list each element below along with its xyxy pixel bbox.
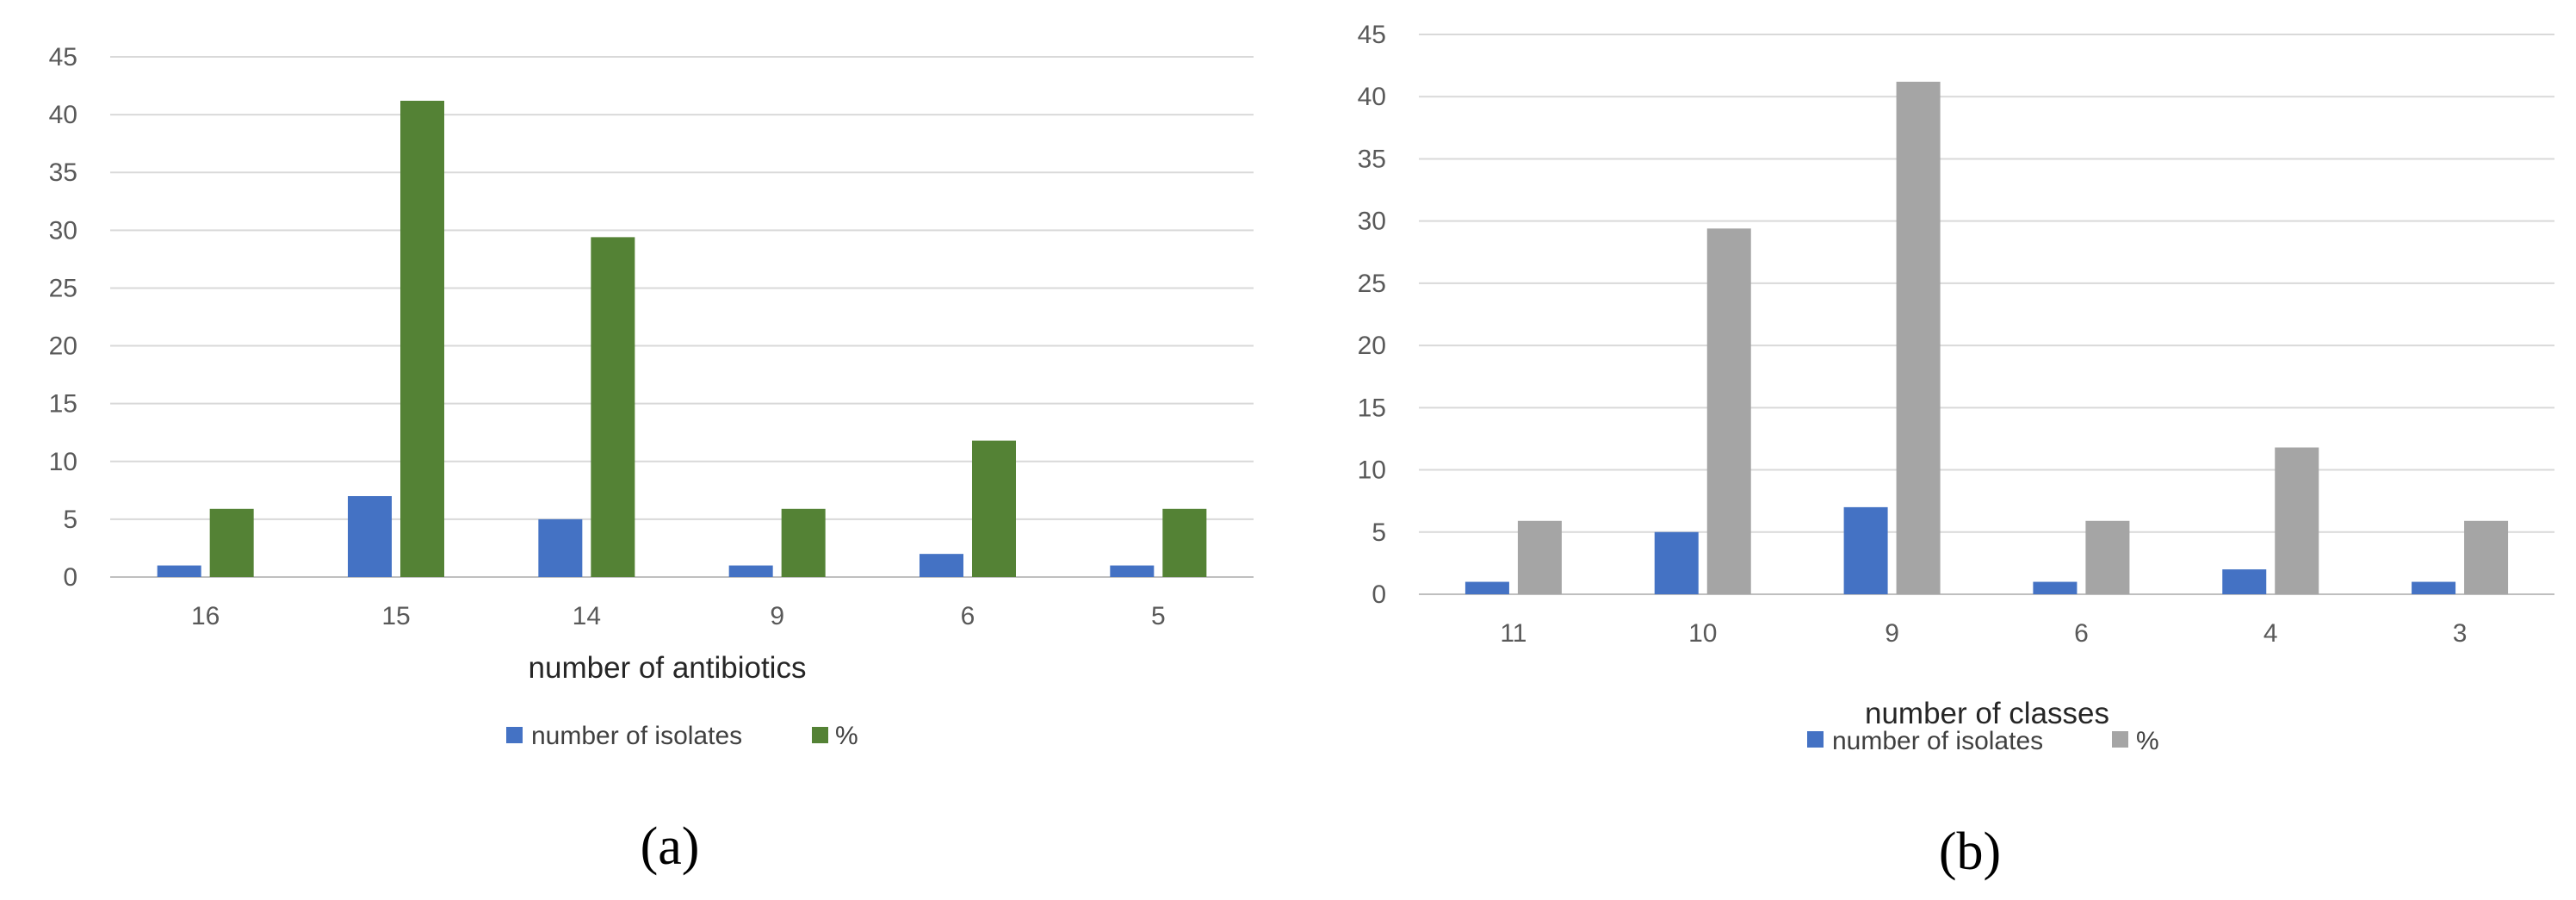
x-tick-label: 6: [2074, 619, 2089, 648]
chart-b-bars: [1464, 81, 2509, 594]
x-tick-label: 11: [1500, 619, 1526, 648]
chart-b-legend-swatch-percent: [2112, 731, 2128, 748]
chart-b-panel-label: (b): [1939, 822, 2001, 881]
chart-a-legend-label-isolates: number of isolates: [531, 722, 742, 750]
y-tick-label: 35: [1358, 145, 1386, 173]
y-tick-label: 25: [49, 274, 77, 302]
chart-a-gridlines: [110, 56, 1254, 578]
y-tick-label: 5: [1372, 518, 1386, 547]
bar-percent: [2085, 520, 2130, 594]
y-tick-label: 15: [49, 390, 77, 419]
y-tick-label: 10: [1358, 456, 1386, 485]
bar-isolates: [2412, 581, 2456, 594]
y-tick-label: 20: [49, 332, 77, 361]
bar-percent: [1162, 508, 1207, 577]
y-tick-label: 25: [1358, 270, 1386, 298]
y-tick-label: 10: [49, 448, 77, 476]
x-tick-label: 14: [573, 602, 601, 630]
chart-b-x-axis-title: number of classes: [1865, 697, 2109, 730]
chart-a-panel-label: (a): [641, 817, 700, 876]
chart-a-legend-swatch-percent: [812, 727, 828, 743]
bar-isolates: [1654, 531, 1699, 594]
chart-a: 0 5 10 15 20 25 30 35 40 45 16 15 14 9 6 5 number of a…: [49, 43, 1254, 876]
x-tick-label: 15: [381, 602, 410, 630]
bar-isolates: [538, 518, 583, 577]
y-tick-label: 20: [1358, 332, 1386, 360]
chart-b-legend-swatch-isolates: [1807, 731, 1824, 748]
chart-a-bars: [157, 101, 1207, 577]
bar-isolates: [728, 565, 773, 577]
y-tick-label: 15: [1358, 394, 1386, 422]
bar-isolates: [157, 565, 201, 577]
bar-percent: [1517, 520, 1562, 594]
x-tick-label: 6: [961, 602, 975, 630]
chart-b-y-ticks: 0 5 10 15 20 25 30 35 40 45: [1358, 21, 1386, 609]
y-tick-label: 0: [1372, 580, 1386, 609]
bar-percent: [400, 101, 444, 577]
bar-isolates: [920, 554, 963, 577]
x-tick-label: 10: [1688, 619, 1717, 648]
y-tick-label: 35: [49, 158, 77, 187]
bar-isolates: [1843, 506, 1888, 594]
bar-percent: [972, 440, 1016, 577]
bar-isolates: [1110, 565, 1155, 577]
y-tick-label: 0: [63, 563, 77, 592]
chart-b-legend: number of isolates %: [1807, 727, 2159, 755]
y-tick-label: 40: [1358, 83, 1386, 111]
chart-a-y-ticks: 0 5 10 15 20 25 30 35 40 45: [49, 43, 77, 592]
y-tick-label: 45: [1358, 21, 1386, 49]
x-tick-label: 3: [2453, 619, 2468, 648]
chart-b: 0 5 10 15 20 25 30 35 40 45 11 10 9 6 4 3 number of cl…: [1358, 21, 2554, 881]
y-tick-label: 40: [49, 101, 77, 129]
bar-isolates: [348, 496, 392, 577]
x-tick-label: 9: [770, 602, 784, 630]
bar-isolates: [2222, 569, 2267, 594]
y-tick-label: 30: [1358, 208, 1386, 236]
x-tick-label: 9: [1885, 619, 1899, 648]
bar-percent: [2464, 520, 2509, 594]
bar-percent: [781, 508, 826, 577]
chart-b-legend-label-isolates: number of isolates: [1832, 727, 2043, 755]
x-tick-label: 16: [191, 602, 220, 630]
chart-a-x-axis-title: number of antibiotics: [529, 651, 807, 685]
bar-percent: [1706, 228, 1751, 594]
bar-percent: [1896, 81, 1941, 594]
y-tick-label: 45: [49, 43, 77, 71]
chart-b-gridlines: [1419, 34, 2554, 595]
chart-b-legend-label-percent: %: [2136, 727, 2159, 755]
chart-a-legend-label-percent: %: [835, 722, 858, 750]
chart-a-x-ticks: 16 15 14 9 6 5: [191, 602, 1166, 630]
y-tick-label: 5: [63, 506, 77, 534]
chart-a-legend-swatch-isolates: [506, 727, 523, 743]
bar-percent: [2275, 447, 2319, 594]
x-tick-label: 4: [2263, 619, 2278, 648]
chart-a-legend: number of isolates %: [506, 722, 858, 750]
bar-isolates: [2033, 581, 2078, 594]
bar-isolates: [1464, 581, 1509, 594]
bar-percent: [591, 237, 635, 577]
bar-percent: [209, 508, 254, 577]
y-tick-label: 30: [49, 216, 77, 245]
x-tick-label: 5: [1151, 602, 1166, 630]
chart-b-x-ticks: 11 10 9 6 4 3: [1500, 619, 2467, 648]
